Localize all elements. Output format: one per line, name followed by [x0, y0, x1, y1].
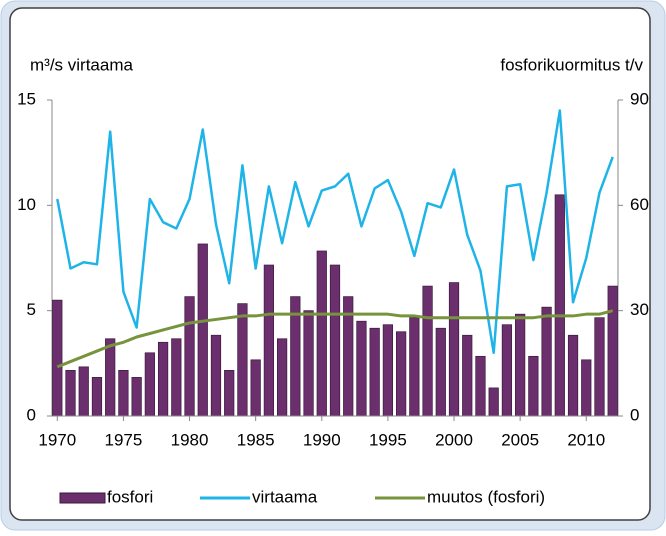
bar — [65, 370, 76, 417]
bar — [224, 370, 235, 417]
bar — [78, 366, 89, 417]
x-tick-label: 1985 — [237, 430, 275, 449]
bar — [157, 341, 169, 417]
bar — [541, 306, 552, 417]
bar — [356, 320, 367, 417]
bar — [554, 194, 565, 417]
x-tick-label: 1995 — [369, 430, 407, 449]
bar — [594, 317, 605, 417]
bar — [448, 282, 460, 417]
bar — [237, 303, 248, 417]
bar — [118, 370, 129, 417]
bar — [369, 327, 380, 417]
y2-tick-label: 0 — [630, 405, 639, 424]
bar — [422, 285, 433, 417]
x-tick-label: 1975 — [104, 430, 142, 449]
x-tick-label: 2000 — [435, 430, 473, 449]
bar — [144, 352, 155, 417]
x-tick-label: 1970 — [38, 430, 76, 449]
y2-tick-label: 30 — [630, 300, 649, 319]
bar — [409, 317, 420, 417]
bar — [184, 296, 195, 417]
legend-label: virtaama — [252, 487, 318, 506]
y-tick-label: 0 — [27, 405, 36, 424]
y2-tick-label: 90 — [630, 89, 649, 108]
bar — [607, 285, 618, 417]
y-tick-label: 5 — [27, 300, 36, 319]
bar — [250, 359, 261, 417]
y-tick-label: 10 — [17, 195, 36, 214]
bar — [52, 299, 63, 417]
bar — [435, 327, 446, 417]
bar — [131, 377, 142, 417]
x-tick-label: 2010 — [567, 430, 605, 449]
line — [56, 109, 614, 355]
y-tick-label: 15 — [17, 89, 36, 108]
legend-label: fosfori — [107, 487, 153, 506]
bar — [515, 313, 526, 417]
x-tick-label: 1980 — [171, 430, 209, 449]
bar — [171, 338, 182, 417]
bar — [276, 338, 288, 417]
bar — [303, 310, 314, 417]
bar — [396, 331, 407, 417]
bar — [91, 377, 103, 417]
line — [56, 309, 614, 369]
y2-axis-title: fosforikuormitus t/v — [500, 55, 643, 74]
bar — [567, 334, 579, 417]
bar — [197, 243, 208, 417]
bar — [105, 338, 116, 417]
y2-tick-label: 60 — [630, 195, 649, 214]
bar — [382, 324, 394, 417]
legend-label: muutos (fosfori) — [427, 487, 545, 506]
x-tick-label: 1990 — [303, 430, 341, 449]
bar — [316, 250, 327, 417]
bar — [528, 355, 539, 417]
x-tick-label: 2005 — [501, 430, 539, 449]
bar — [263, 264, 274, 417]
bar — [210, 334, 222, 417]
bar — [488, 387, 499, 417]
legend-swatch — [59, 492, 106, 504]
bar — [581, 359, 592, 417]
y-axis-title: m³/s virtaama — [30, 55, 134, 74]
bar — [475, 355, 486, 417]
bar — [462, 334, 473, 417]
bar — [329, 264, 341, 417]
bar — [501, 324, 513, 417]
